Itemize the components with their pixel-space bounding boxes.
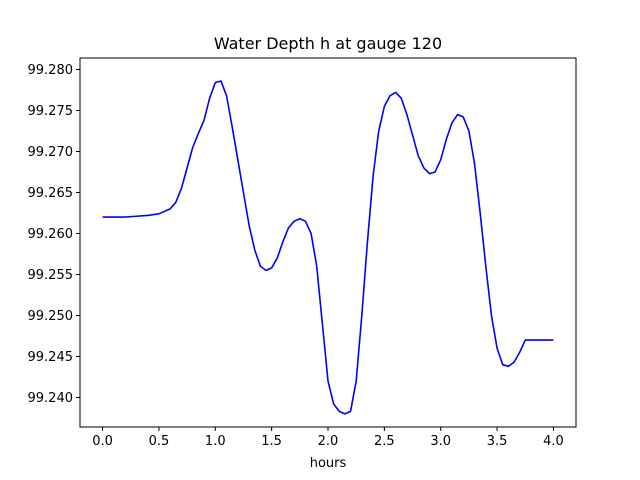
x-tick-label: 3.0 [430, 434, 451, 449]
x-tick-label: 2.0 [318, 434, 339, 449]
y-tick-label: 99.265 [28, 186, 74, 201]
y-axis: 99.240 99.245 99.250 99.255 99.260 99.265 99.2… [28, 63, 80, 406]
y-tick-label: 99.255 [28, 268, 74, 283]
y-tick-label: 99.245 [28, 350, 74, 365]
y-tick-label: 99.280 [28, 63, 74, 78]
series-line [102, 80, 554, 415]
y-tick-label: 99.275 [28, 104, 74, 119]
x-tick-label: 0.0 [92, 434, 113, 449]
x-axis-label: hours [310, 456, 347, 471]
x-tick-label: 3.5 [487, 434, 508, 449]
x-tick-label: 1.0 [205, 434, 226, 449]
y-tick-label: 99.260 [28, 227, 74, 242]
y-tick-label: 99.270 [28, 145, 74, 160]
chart-title: Water Depth h at gauge 120 [214, 34, 442, 53]
y-tick-label: 99.240 [28, 391, 74, 406]
x-tick-label: 4.0 [543, 434, 564, 449]
x-tick-label: 0.5 [149, 434, 170, 449]
x-tick-label: 1.5 [261, 434, 282, 449]
x-tick-label: 2.5 [374, 434, 395, 449]
y-tick-label: 99.250 [28, 309, 74, 324]
x-axis: 0.0 0.5 1.0 1.5 2.0 2.5 3.0 3.5 4.0 [92, 427, 564, 449]
